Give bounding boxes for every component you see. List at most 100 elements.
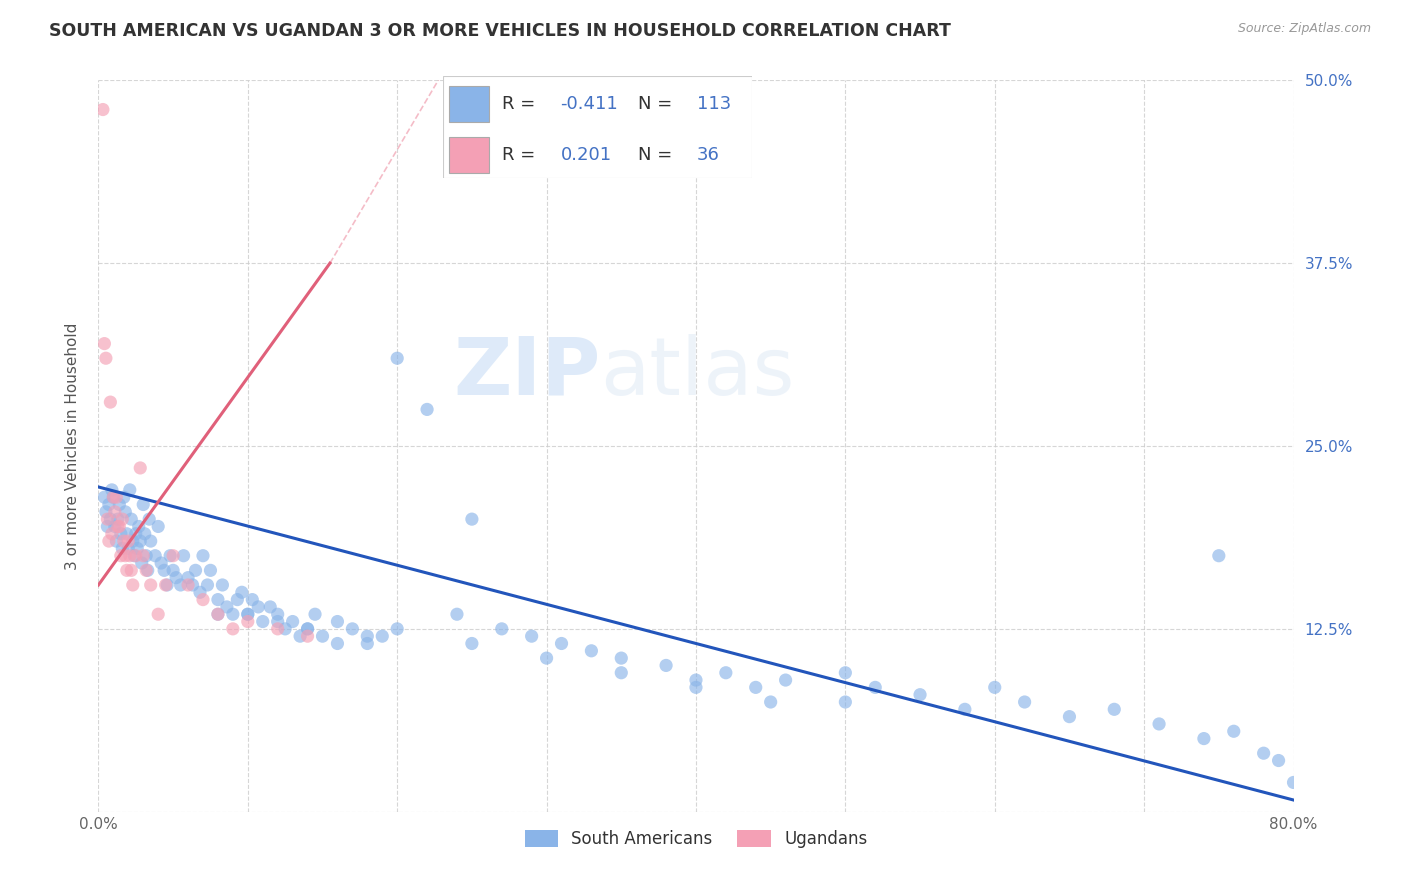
Point [107,512,129,526]
Point [120,512,142,526]
Point [304,607,326,622]
Point [416,402,439,417]
Point [93,490,115,504]
Point [267,615,290,629]
Point [169,578,191,592]
Point [1253,746,1275,760]
Point [136,563,159,577]
Point [155,578,177,592]
Point [118,549,141,563]
Point [984,681,1007,695]
Point [222,607,245,622]
Text: ZIP: ZIP [453,334,600,412]
Point [91,103,114,117]
Point [267,622,290,636]
Point [1223,724,1246,739]
Point [139,534,162,549]
Point [385,622,409,636]
Point [1147,717,1170,731]
Point [371,629,394,643]
Point [139,578,162,592]
Point [342,622,364,636]
FancyBboxPatch shape [449,137,489,173]
Point [191,549,214,563]
Point [207,607,229,622]
Point [775,673,797,687]
Point [132,498,155,512]
Point [581,644,603,658]
Text: 113: 113 [696,95,731,113]
Point [865,681,887,695]
Point [165,571,187,585]
Point [222,622,245,636]
Point [138,512,160,526]
Point [1104,702,1126,716]
Point [132,549,155,563]
Text: 0.201: 0.201 [561,146,612,164]
Point [104,505,127,519]
Point [550,636,572,650]
Text: N =: N = [638,146,678,164]
Point [759,695,782,709]
Point [101,526,124,541]
Point [908,688,931,702]
Point [191,592,214,607]
Point [610,651,633,665]
Point [128,519,150,533]
Point [173,549,195,563]
Point [94,351,117,366]
Point [112,534,135,549]
Text: Source: ZipAtlas.com: Source: ZipAtlas.com [1237,22,1371,36]
Point [211,578,233,592]
Point [150,556,173,570]
FancyBboxPatch shape [449,87,489,122]
Text: -0.411: -0.411 [561,95,619,113]
Point [156,578,179,592]
Point [188,585,211,599]
Point [111,541,134,556]
Point [129,461,152,475]
Point [108,498,131,512]
Point [655,658,678,673]
Point [114,549,136,563]
Point [104,519,127,533]
Point [121,534,143,549]
Point [120,563,142,577]
Point [101,483,124,497]
Point [124,549,146,563]
Point [96,519,118,533]
Point [117,534,139,549]
Point [685,681,707,695]
Point [117,541,139,556]
Text: R =: R = [502,95,541,113]
Point [281,615,304,629]
Point [461,636,484,650]
Text: 36: 36 [696,146,720,164]
Point [103,490,125,504]
Point [1059,709,1081,723]
Point [148,519,170,533]
Point [714,665,737,680]
Point [610,665,633,680]
Point [267,607,290,622]
Text: N =: N = [638,95,678,113]
Point [159,549,181,563]
Point [162,549,184,563]
Point [127,541,149,556]
Point [125,549,148,563]
Point [385,351,409,366]
Point [148,607,170,622]
Point [356,636,378,650]
Point [953,702,976,716]
Point [326,615,349,629]
Legend: South Americans, Ugandans: South Americans, Ugandans [517,823,875,855]
Point [200,563,222,577]
Point [108,519,131,533]
Point [112,490,135,504]
Y-axis label: 3 or more Vehicles in Household: 3 or more Vehicles in Household [65,322,80,570]
Point [94,505,117,519]
Point [745,681,768,695]
Point [162,563,184,577]
Point [259,599,281,614]
Point [177,578,200,592]
